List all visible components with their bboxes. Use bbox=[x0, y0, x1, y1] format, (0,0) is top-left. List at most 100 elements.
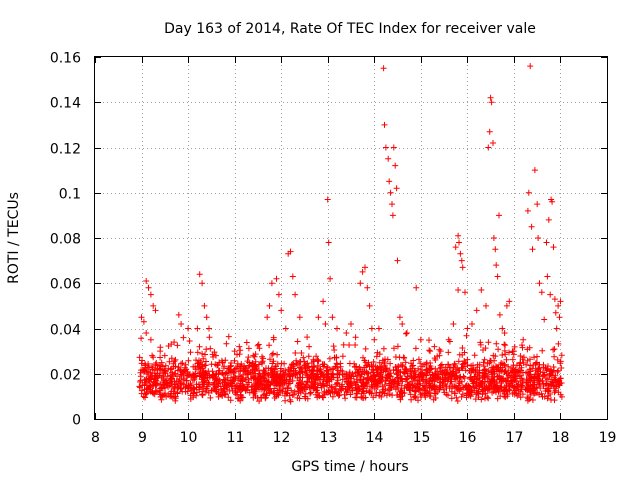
data-point bbox=[280, 372, 287, 378]
data-point bbox=[409, 363, 416, 370]
x-tick-label: 16 bbox=[459, 430, 477, 446]
data-point bbox=[272, 363, 279, 370]
data-point bbox=[527, 392, 534, 398]
data-point bbox=[330, 371, 337, 378]
data-point bbox=[452, 376, 459, 383]
data-point bbox=[273, 391, 280, 398]
data-point bbox=[359, 268, 366, 275]
data-point bbox=[339, 353, 346, 360]
data-point bbox=[324, 382, 331, 388]
data-point bbox=[174, 342, 181, 349]
data-point bbox=[394, 382, 401, 389]
data-point bbox=[413, 284, 420, 291]
data-point bbox=[141, 368, 148, 375]
data-point bbox=[381, 360, 388, 367]
data-point bbox=[175, 378, 182, 385]
data-point bbox=[356, 386, 363, 393]
data-point bbox=[401, 355, 408, 361]
data-point bbox=[209, 368, 216, 375]
data-point bbox=[479, 374, 486, 381]
data-point bbox=[547, 370, 554, 377]
data-point bbox=[366, 389, 373, 396]
data-point bbox=[275, 291, 282, 298]
data-point bbox=[171, 339, 178, 346]
data-point bbox=[178, 321, 185, 327]
data-point bbox=[313, 373, 320, 380]
data-point bbox=[481, 356, 488, 363]
data-point bbox=[236, 351, 243, 358]
data-point bbox=[473, 307, 480, 314]
data-point bbox=[194, 325, 201, 332]
data-point bbox=[187, 349, 194, 356]
data-point bbox=[139, 357, 145, 364]
data-point bbox=[207, 394, 214, 401]
data-point bbox=[259, 353, 265, 360]
data-point bbox=[305, 353, 312, 360]
data-point bbox=[267, 356, 273, 363]
data-point bbox=[372, 363, 379, 370]
data-point bbox=[213, 389, 220, 395]
data-point bbox=[349, 387, 356, 394]
data-point bbox=[485, 144, 492, 151]
data-point bbox=[181, 376, 187, 383]
data-point bbox=[396, 314, 403, 321]
data-point bbox=[204, 374, 211, 381]
data-point bbox=[149, 352, 156, 359]
data-point bbox=[520, 336, 527, 343]
data-point bbox=[136, 354, 143, 361]
data-point bbox=[442, 373, 449, 379]
data-point bbox=[297, 387, 304, 394]
data-point bbox=[172, 371, 179, 377]
data-point bbox=[370, 379, 377, 386]
grid-lines bbox=[95, 57, 607, 419]
data-point bbox=[206, 334, 213, 341]
data-point bbox=[417, 380, 424, 387]
data-point bbox=[438, 361, 445, 368]
data-point bbox=[250, 352, 257, 359]
data-point bbox=[168, 383, 175, 390]
data-point bbox=[222, 357, 229, 364]
data-point bbox=[547, 291, 554, 298]
data-point bbox=[484, 386, 491, 393]
data-point bbox=[484, 394, 491, 401]
data-point bbox=[236, 343, 243, 350]
data-point bbox=[436, 346, 443, 353]
data-point bbox=[200, 355, 207, 362]
data-point bbox=[472, 396, 479, 403]
data-point bbox=[528, 223, 535, 230]
data-point bbox=[548, 396, 554, 403]
plot-frame bbox=[94, 56, 608, 420]
data-point bbox=[335, 367, 342, 374]
data-point bbox=[402, 359, 409, 366]
data-point bbox=[165, 365, 172, 372]
data-point bbox=[403, 330, 410, 336]
data-point bbox=[251, 353, 258, 360]
data-point bbox=[551, 346, 558, 353]
data-point bbox=[410, 357, 417, 364]
data-point bbox=[348, 379, 355, 386]
data-point bbox=[327, 275, 334, 282]
data-point bbox=[418, 394, 424, 400]
data-point bbox=[277, 387, 283, 394]
data-point bbox=[225, 333, 232, 340]
data-point bbox=[182, 384, 189, 391]
data-point bbox=[289, 373, 296, 380]
data-point bbox=[412, 345, 419, 352]
data-point bbox=[431, 343, 438, 350]
data-point bbox=[342, 386, 349, 392]
y-tick-label: 0 bbox=[72, 413, 81, 429]
data-point bbox=[255, 341, 262, 348]
data-point bbox=[172, 363, 179, 370]
data-point bbox=[490, 235, 497, 241]
data-point bbox=[237, 347, 244, 354]
data-point bbox=[249, 362, 256, 369]
data-point bbox=[158, 374, 165, 381]
data-point bbox=[156, 387, 163, 394]
data-point bbox=[551, 353, 558, 360]
data-point bbox=[243, 374, 250, 381]
data-point bbox=[297, 374, 304, 381]
data-point bbox=[329, 393, 336, 400]
data-point bbox=[366, 302, 373, 309]
data-point bbox=[468, 376, 475, 383]
data-point bbox=[220, 365, 227, 372]
